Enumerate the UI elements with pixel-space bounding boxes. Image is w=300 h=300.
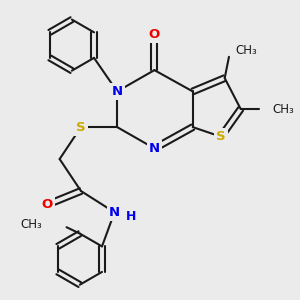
Text: CH₃: CH₃ xyxy=(235,44,257,57)
Text: CH₃: CH₃ xyxy=(21,218,43,231)
Text: CH₃: CH₃ xyxy=(273,103,294,116)
Text: N: N xyxy=(109,206,120,219)
Text: S: S xyxy=(76,121,86,134)
Text: S: S xyxy=(216,130,226,143)
Text: O: O xyxy=(149,28,160,41)
Text: O: O xyxy=(41,198,52,211)
Text: H: H xyxy=(126,210,137,223)
Text: N: N xyxy=(149,142,160,155)
Text: N: N xyxy=(112,85,123,98)
